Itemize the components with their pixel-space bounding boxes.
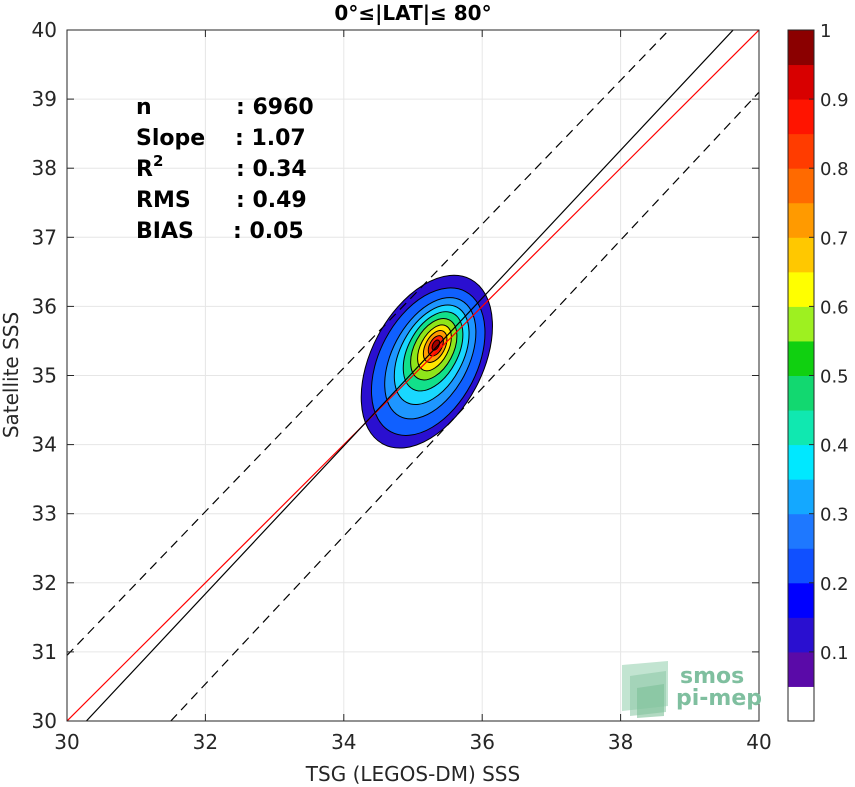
upper-bound-line	[67, 30, 670, 656]
colorbar-band	[788, 410, 814, 446]
colorbar-band	[788, 99, 814, 135]
colorbar-band	[788, 64, 814, 100]
y-tick-label: 36	[32, 294, 57, 318]
regression-line	[85, 30, 734, 721]
colorbar-tick-label: 0.9	[820, 90, 849, 111]
y-tick-label: 37	[32, 225, 57, 249]
stat-key: Slope	[136, 126, 205, 151]
colorbar-band	[788, 375, 814, 411]
colorbar-band	[788, 617, 814, 653]
x-tick-label: 36	[469, 730, 494, 754]
x-axis-ticks: 30 32 34 36 38 40	[54, 30, 772, 754]
colorbar-tick-label: 1	[820, 21, 831, 42]
colorbar-band	[788, 479, 814, 515]
y-axis-ticks: 30 31 32 33 34 35 36 37 38 39 40	[32, 18, 759, 733]
waves-icon	[622, 661, 668, 718]
colorbar-band	[788, 513, 814, 549]
stat-value: : 6960	[236, 95, 314, 120]
x-tick-label: 40	[746, 730, 771, 754]
y-axis-label: Satellite SSS	[0, 312, 23, 438]
stat-value: : 0.49	[236, 188, 307, 213]
smos-pi-mep-logo: smos pi-mep	[622, 661, 762, 718]
statistics-box: n : 6960 Slope : 1.07 R2 : 0.34 RMS : 0.49 BIAS:…	[136, 95, 314, 244]
y-tick-label: 40	[32, 18, 57, 42]
colorbar	[787, 29, 815, 722]
y-tick-label: 32	[32, 571, 57, 595]
colorbar-band	[788, 168, 814, 204]
colorbar-tick-label: 0.3	[820, 505, 849, 526]
colorbar-tick-label: 0.5	[820, 367, 849, 388]
watermark-line2: pi-mep	[676, 686, 762, 711]
y-tick-label: 38	[32, 156, 57, 180]
stat-key: n	[136, 95, 152, 120]
stat-value: : 0.05	[233, 219, 304, 244]
colorbar-tick-label: 0.7	[820, 228, 849, 249]
x-tick-label: 32	[193, 730, 218, 754]
colorbar-tick-label: 0.8	[820, 159, 849, 180]
y-tick-label: 34	[32, 433, 57, 457]
y-tick-label: 33	[32, 502, 57, 526]
colorbar-band	[788, 30, 814, 66]
stat-value: : 0.34	[236, 157, 307, 182]
colorbar-band	[788, 651, 814, 687]
colorbar-band	[788, 237, 814, 273]
colorbar-tick-label: 0.6	[820, 297, 849, 318]
colorbar-tick-label: 0.2	[820, 574, 849, 595]
colorbar-band	[788, 686, 814, 722]
identity-line	[67, 30, 759, 721]
x-axis-label: TSG (LEGOS-DM) SSS	[305, 762, 520, 786]
y-tick-label: 31	[32, 640, 57, 664]
colorbar-band	[788, 202, 814, 238]
stat-key: R2	[136, 152, 163, 182]
x-tick-label: 38	[608, 730, 633, 754]
x-tick-label: 30	[54, 730, 79, 754]
colorbar-tick-label: 0.4	[820, 436, 849, 457]
colorbar-band	[788, 271, 814, 307]
reference-lines	[67, 30, 759, 721]
stat-key: BIAS	[136, 219, 194, 244]
colorbar-tick-label: 0.1	[820, 643, 849, 664]
watermark-line1: smos	[680, 664, 744, 689]
x-tick-label: 34	[331, 730, 356, 754]
colorbar-band	[788, 548, 814, 584]
colorbar-band	[788, 444, 814, 480]
colorbar-band	[788, 340, 814, 376]
colorbar-ticks: 0.1 0.2 0.3 0.4 0.5 0.6 0.7 0.8 0.9 1	[809, 21, 849, 664]
colorbar-band	[788, 582, 814, 618]
stat-key: RMS	[136, 188, 191, 213]
colorbar-band	[788, 306, 814, 342]
y-tick-label: 35	[32, 364, 57, 388]
y-tick-label: 30	[32, 709, 57, 733]
y-tick-label: 39	[32, 87, 57, 111]
colorbar-band	[788, 133, 814, 169]
stat-value: : 1.07	[235, 126, 306, 151]
lower-bound-line	[170, 91, 759, 721]
chart-title: 0°≤|LAT|≤ 80°	[334, 1, 491, 25]
